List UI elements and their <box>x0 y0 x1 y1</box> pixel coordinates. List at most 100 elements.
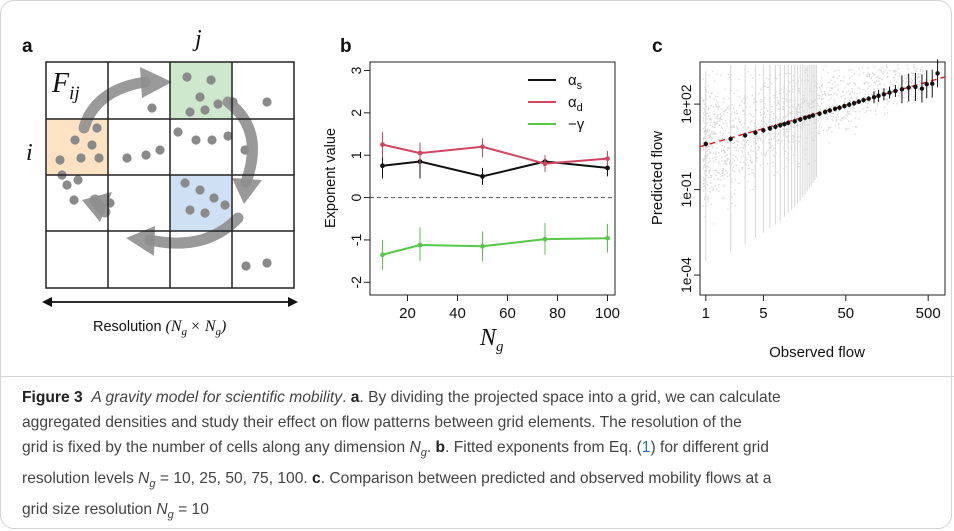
scatter-point <box>820 90 823 93</box>
scatter-point <box>890 82 892 84</box>
scatter-point <box>765 153 767 155</box>
scatter-point <box>715 100 718 102</box>
scatter-point <box>785 130 788 133</box>
scatter-point <box>766 124 768 126</box>
scatter-point <box>731 104 733 106</box>
scatter-point <box>707 149 709 151</box>
scatter-point <box>720 115 722 117</box>
scatter-point <box>722 101 724 103</box>
scatter-point <box>838 127 840 129</box>
scatter-point <box>788 131 790 133</box>
scatter-point <box>733 138 735 140</box>
scatter-point <box>838 69 840 71</box>
scatter-point <box>794 140 796 142</box>
y-tick-label: 3 <box>348 66 364 74</box>
scatter-point <box>828 126 830 129</box>
scatter-point <box>788 73 791 75</box>
scatter-point <box>745 163 747 166</box>
scatter-point <box>791 88 794 90</box>
scatter-point <box>821 83 824 85</box>
scatter-point <box>704 86 706 88</box>
scatter-point <box>802 149 804 152</box>
series-line <box>382 237 608 256</box>
equation-reference-link[interactable]: 1 <box>641 439 651 456</box>
mean-point <box>871 94 877 100</box>
scatter-point <box>721 170 724 172</box>
scatter-point <box>769 134 771 136</box>
scatter-point <box>712 152 714 155</box>
scatter-point <box>752 115 755 118</box>
mean-point <box>876 93 881 99</box>
scatter-point <box>817 120 820 122</box>
mean-point <box>893 88 898 94</box>
scatter-point <box>732 158 734 160</box>
scatter-point <box>708 107 710 109</box>
scatter-point <box>893 77 895 79</box>
data-point <box>605 165 610 171</box>
scatter-point <box>747 168 749 170</box>
scatter-point <box>826 112 828 114</box>
scatter-point <box>906 74 909 76</box>
scatter-point <box>883 71 885 73</box>
scatter-point <box>809 90 812 93</box>
mean-point <box>906 85 911 90</box>
scatter-point <box>820 109 822 111</box>
scatter-point <box>742 155 745 157</box>
scatter-point <box>836 105 839 107</box>
scatter-point <box>781 119 783 121</box>
scatter-point <box>886 101 888 103</box>
scatter-point <box>916 98 918 100</box>
scatter-point <box>747 180 749 183</box>
scatter-point <box>781 121 783 123</box>
scatter-point <box>799 111 802 114</box>
x-tick-label: 50 <box>837 305 854 322</box>
scatter-point <box>707 137 709 140</box>
scatter-point <box>736 140 738 143</box>
legend-label: αs <box>568 72 583 92</box>
scatter-point <box>708 169 710 172</box>
mean-point <box>786 120 791 126</box>
scatter-point <box>741 151 743 153</box>
scatter-point <box>849 106 851 108</box>
scatter-point <box>876 103 879 105</box>
scatter-point <box>706 112 708 115</box>
scatter-point <box>841 117 843 119</box>
scatter-point <box>787 175 789 177</box>
panel-c-ylabel: Predicted flow <box>649 131 666 225</box>
scatter-point <box>807 80 809 82</box>
scatter-point <box>749 159 751 161</box>
scatter-point <box>804 88 807 90</box>
scatter-point <box>724 130 726 132</box>
series-1 <box>380 131 610 173</box>
dot <box>70 135 80 145</box>
scatter-point <box>742 109 744 111</box>
scatter-point <box>715 104 717 106</box>
scatter-point <box>735 117 737 119</box>
scatter-point <box>839 95 842 98</box>
scatter-point <box>707 197 710 199</box>
scatter-point <box>776 140 778 142</box>
scatter-point <box>785 157 787 159</box>
scatter-point <box>739 104 741 107</box>
mean-point <box>832 106 838 112</box>
scatter-point <box>811 106 813 108</box>
column-label-j: j <box>192 26 202 52</box>
scatter-point <box>714 95 717 97</box>
scatter-point <box>754 141 756 143</box>
scatter-point <box>726 112 729 114</box>
scatter-point <box>850 69 852 71</box>
scatter-point <box>744 99 746 101</box>
scatter-point <box>741 150 743 152</box>
scatter-point <box>867 93 870 95</box>
scatter-point <box>820 95 822 97</box>
scatter-point <box>791 110 793 113</box>
scatter-point <box>756 157 759 159</box>
mean-point <box>827 108 833 113</box>
dot <box>195 92 205 102</box>
scatter-point <box>741 168 743 171</box>
scatter-point <box>723 168 725 171</box>
scatter-point <box>707 198 709 200</box>
scatter-point <box>709 160 711 162</box>
scatter-point <box>873 74 876 76</box>
